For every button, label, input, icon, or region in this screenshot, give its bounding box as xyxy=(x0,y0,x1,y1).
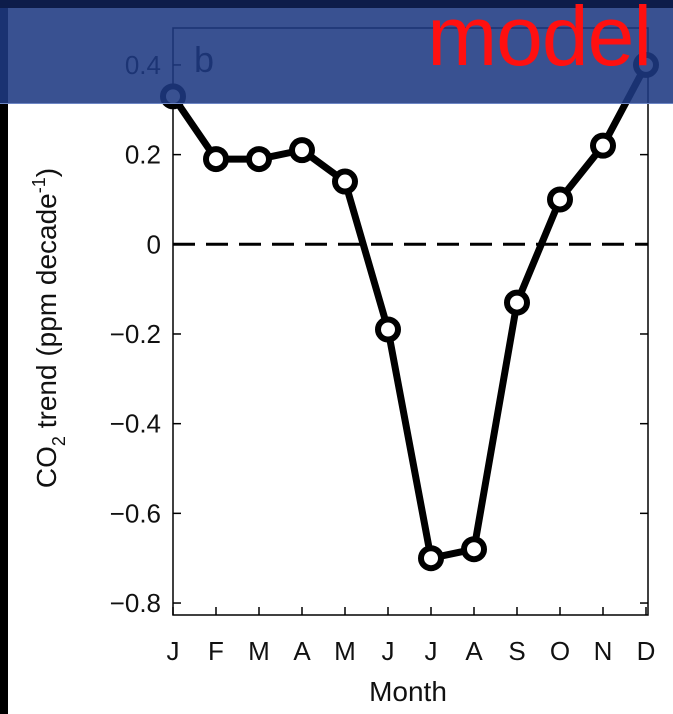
data-point xyxy=(332,168,358,195)
series-line xyxy=(169,61,650,562)
figure-panel xyxy=(8,0,673,714)
data-point xyxy=(418,545,444,572)
plot-frame xyxy=(172,27,649,616)
x-tick-label: A xyxy=(293,636,311,666)
x-tick-label: O xyxy=(550,636,570,666)
y-tick-label: −0.4 xyxy=(110,409,161,439)
data-point xyxy=(246,146,272,173)
x-tick-label: J xyxy=(167,636,180,666)
x-tick-label: D xyxy=(637,636,656,666)
y-axis-ticks: −0.8−0.6−0.4−0.200.20.4 xyxy=(110,50,648,618)
x-tick-label: J xyxy=(425,636,438,666)
x-tick-label: A xyxy=(465,636,483,666)
data-point xyxy=(590,132,616,159)
y-axis-title-main: CO xyxy=(31,446,62,488)
data-point xyxy=(547,186,573,213)
y-tick-label: −0.2 xyxy=(110,319,161,349)
x-tick-label: S xyxy=(508,636,525,666)
title-banner: model xyxy=(0,0,673,104)
y-axis-title-subscript: 2 xyxy=(49,436,69,446)
x-tick-label: M xyxy=(248,636,270,666)
data-point xyxy=(203,146,229,173)
x-tick-label: J xyxy=(382,636,395,666)
x-tick-label: M xyxy=(334,636,356,666)
x-axis-title: Month xyxy=(369,676,447,707)
data-point xyxy=(461,536,487,563)
y-tick-label: −0.8 xyxy=(110,588,161,618)
y-tick-label: 0 xyxy=(147,229,161,259)
x-tick-label: N xyxy=(594,636,613,666)
banner-top-stripe xyxy=(0,0,673,8)
y-tick-label: 0.2 xyxy=(125,140,161,170)
y-axis-title: CO2 trend (ppm decade-1) xyxy=(29,168,69,488)
series-co2-trend xyxy=(169,61,650,562)
y-axis-title-end: ) xyxy=(31,168,62,177)
y-tick-label: −0.6 xyxy=(110,498,161,528)
data-point xyxy=(375,316,401,343)
data-point xyxy=(504,289,530,316)
axes xyxy=(172,27,649,616)
data-point-markers xyxy=(160,51,659,572)
x-tick-label: F xyxy=(208,636,224,666)
y-axis-title-superscript: -1 xyxy=(29,177,49,193)
data-point xyxy=(289,137,315,164)
y-axis-title-middle: trend (ppm decade xyxy=(31,193,62,436)
model-label: model xyxy=(427,0,652,83)
